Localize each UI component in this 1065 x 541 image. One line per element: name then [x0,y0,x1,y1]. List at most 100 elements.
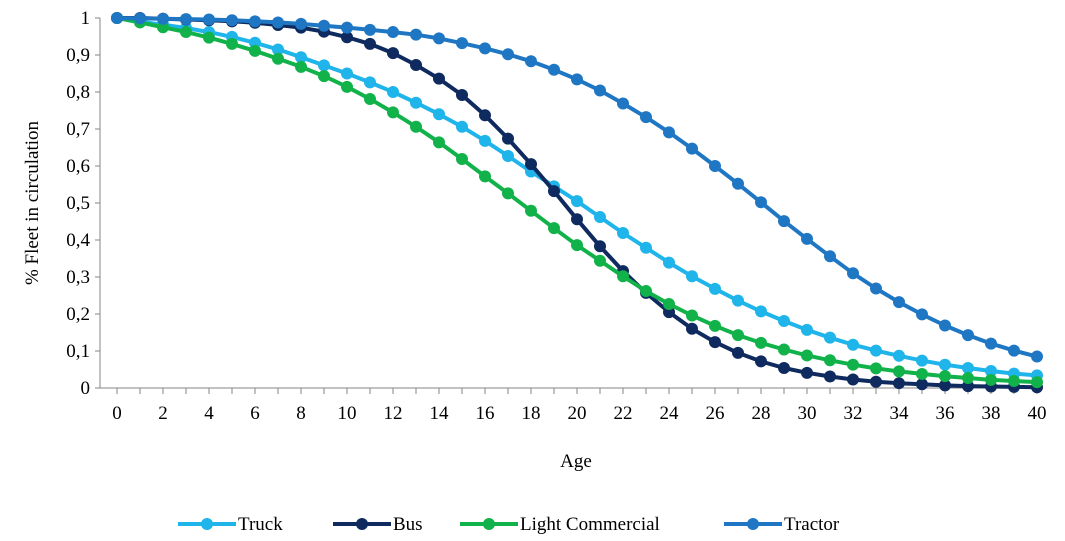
x-tick-label: 2 [158,403,168,424]
data-point [617,226,629,239]
data-point [479,109,491,122]
data-point [594,211,606,224]
data-point [226,14,238,27]
data-point [640,241,652,254]
y-tick-label: 0,4 [66,230,90,251]
data-point [962,372,974,385]
data-point [847,373,859,386]
data-point [410,58,422,71]
data-point [663,126,675,139]
data-point [410,120,422,133]
data-point [962,329,974,342]
data-point [272,52,284,65]
legend-label: Light Commercial [520,514,660,535]
x-tick-label: 30 [798,403,817,424]
data-point [226,37,238,50]
data-point [525,158,537,171]
y-tick-label: 0,9 [66,45,90,66]
data-point [594,84,606,97]
data-point [410,28,422,41]
data-point [939,358,951,371]
legend: Truck Bus Light Commercial Tractor [178,514,840,535]
data-point [134,12,146,25]
axes: 00,10,20,30,40,50,60,70,80,910 2 4 6 8 10 12 14… [66,8,1046,424]
x-tick-label: 24 [660,403,680,424]
data-point [433,72,445,85]
series-truck [111,12,1043,382]
data-point [847,358,859,371]
data-point [502,48,514,61]
data-point [456,88,468,101]
x-tick-label: 32 [844,403,863,424]
x-tick-label: 12 [384,403,403,424]
data-point [732,294,744,307]
data-point [295,17,307,30]
data-point [824,331,836,344]
series-light-commercial [111,12,1043,389]
data-point [456,37,468,50]
data-point [732,346,744,359]
data-point [686,142,698,155]
data-point [548,185,560,198]
legend-label: Bus [393,514,423,535]
data-point [318,19,330,32]
data-point [755,305,767,318]
data-point [249,44,261,57]
data-point [893,296,905,309]
data-point [824,250,836,263]
data-point [525,55,537,68]
data-point [433,136,445,149]
data-point [180,13,192,26]
y-tick-label: 1 [81,8,91,29]
legend-marker [356,518,368,530]
data-point [847,267,859,280]
data-point [686,322,698,335]
data-point [318,70,330,83]
x-tick-label: 38 [982,403,1001,424]
data-point [157,12,169,25]
data-point [502,150,514,163]
data-point [410,96,422,109]
data-point [755,336,767,349]
data-point [341,21,353,34]
legend-item: Truck [178,514,283,535]
data-point [824,354,836,367]
data-point [617,97,629,110]
data-point [456,152,468,165]
x-axis-label: Age [560,451,592,472]
data-point [456,120,468,133]
legend-item: Tractor [724,514,840,535]
x-tick-label: 0 [112,403,122,424]
data-point [594,254,606,267]
data-point [870,344,882,357]
data-point [341,80,353,93]
data-point [778,215,790,228]
data-point [778,343,790,356]
data-point [502,187,514,200]
x-tick-label: 10 [338,403,357,424]
data-point [295,60,307,73]
data-point [916,378,928,391]
data-point [985,364,997,377]
data-point [249,15,261,28]
data-point [663,298,675,311]
data-point [801,366,813,379]
data-point [364,37,376,50]
data-point [985,373,997,386]
x-tick-label: 4 [204,403,214,424]
data-point [778,315,790,328]
x-tick-label: 22 [614,403,633,424]
y-tick-label: 0,1 [66,341,90,362]
data-point [663,256,675,269]
data-point [939,370,951,383]
data-point [364,76,376,89]
data-point [870,362,882,375]
data-point [732,329,744,342]
legend-marker [483,518,495,530]
y-tick-label: 0 [81,378,91,399]
x-tick-label: 34 [890,403,910,424]
legend-item: Bus [333,514,423,535]
data-point [157,21,169,34]
data-point [364,23,376,36]
